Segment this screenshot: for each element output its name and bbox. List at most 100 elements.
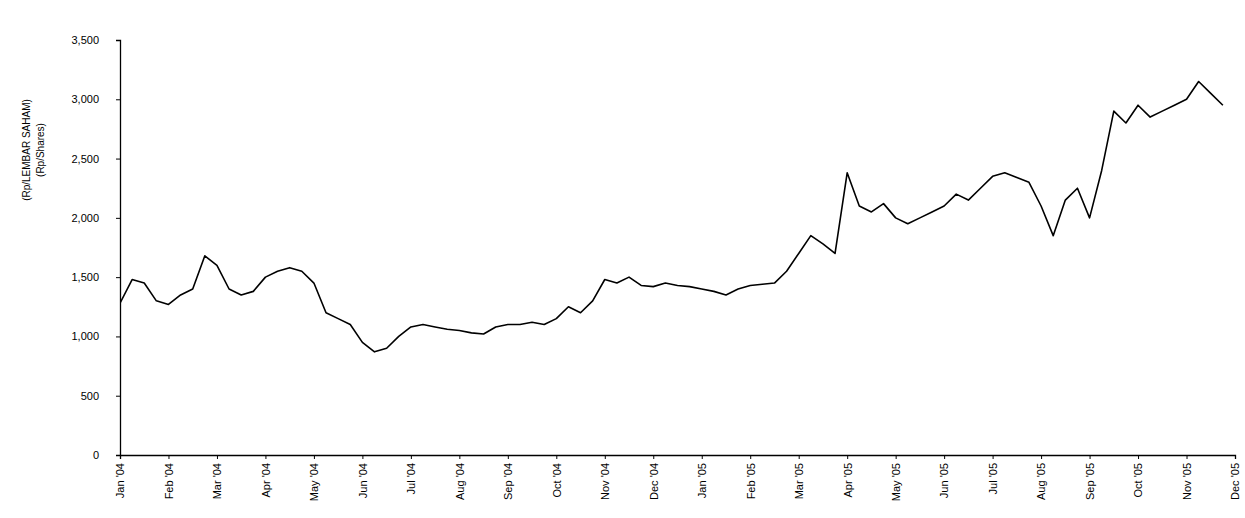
y-tick: 2,500 bbox=[71, 153, 120, 165]
x-tick: Aug '04 bbox=[454, 455, 466, 500]
x-tick-label: Aug '04 bbox=[454, 463, 466, 500]
y-tick: 1,500 bbox=[71, 271, 120, 283]
y-tick-mark bbox=[116, 336, 120, 337]
x-tick-mark bbox=[799, 455, 800, 459]
y-tick-label: 500 bbox=[81, 390, 99, 402]
x-tick-mark bbox=[168, 455, 169, 459]
x-tick-mark bbox=[1041, 455, 1042, 459]
x-tick-mark bbox=[993, 455, 994, 459]
x-tick-mark bbox=[750, 455, 751, 459]
y-tick: 500 bbox=[81, 390, 120, 402]
x-tick: Feb '05 bbox=[745, 455, 757, 499]
y-tick: 0 bbox=[93, 449, 120, 461]
x-tick-label: Jan '05 bbox=[696, 463, 708, 498]
x-tick: Jun '04 bbox=[357, 455, 369, 498]
x-tick: Mar '04 bbox=[211, 455, 223, 499]
x-tick-mark bbox=[702, 455, 703, 459]
y-tick-mark bbox=[116, 277, 120, 278]
chart: 0 500 1,000 1,500 2,000 2,500 3,000 3,500 Jan '0… bbox=[0, 0, 1245, 518]
x-tick-mark bbox=[459, 455, 460, 459]
x-tick-label: May '05 bbox=[890, 463, 902, 501]
x-tick: Oct '05 bbox=[1132, 455, 1144, 498]
plot-area bbox=[120, 82, 1223, 352]
y-tick: 3,500 bbox=[71, 34, 120, 46]
x-tick: May '04 bbox=[308, 455, 320, 501]
y-axis-subtitle: (Rp/Shares) bbox=[35, 123, 46, 177]
x-tick-label: Apr '04 bbox=[260, 463, 272, 498]
price-line bbox=[120, 82, 1223, 352]
x-tick: Mar '05 bbox=[793, 455, 805, 499]
x-tick-label: Dec '04 bbox=[648, 463, 660, 500]
x-tick-mark bbox=[1187, 455, 1188, 459]
y-tick-mark bbox=[116, 218, 120, 219]
x-tick-label: Oct '04 bbox=[551, 463, 563, 498]
x-tick-label: Dec '05 bbox=[1229, 463, 1241, 500]
x-tick-label: Jun '04 bbox=[357, 463, 369, 498]
y-tick-label: 1,000 bbox=[71, 330, 99, 342]
x-tick-mark bbox=[314, 455, 315, 459]
y-axis-title: (Rp/LEMBAR SAHAM) bbox=[21, 99, 32, 201]
x-tick-label: Aug '05 bbox=[1035, 463, 1047, 500]
y-tick-mark bbox=[116, 159, 120, 160]
y-tick-mark bbox=[116, 455, 120, 456]
y-tick-mark bbox=[116, 99, 120, 100]
x-tick: Oct '04 bbox=[551, 455, 563, 498]
x-tick-label: Jun '05 bbox=[938, 463, 950, 498]
x-tick: May '05 bbox=[890, 455, 902, 501]
x-tick: Apr '05 bbox=[842, 455, 854, 498]
y-tick: 3,000 bbox=[71, 93, 120, 105]
x-tick-label: Nov '04 bbox=[599, 463, 611, 500]
x-tick-label: Jul '04 bbox=[405, 463, 417, 494]
x-tick: Jan '04 bbox=[114, 455, 126, 498]
x-tick-label: Mar '05 bbox=[793, 463, 805, 499]
x-tick-label: May '04 bbox=[308, 463, 320, 501]
x-tick-mark bbox=[362, 455, 363, 459]
y-tick-label: 2,500 bbox=[71, 153, 99, 165]
x-axis: Jan '04 Feb '04 Mar '04 Apr '04 May '04 Jun '… bbox=[114, 455, 1241, 501]
x-tick-label: Apr '05 bbox=[842, 463, 854, 498]
x-tick: Jul '04 bbox=[405, 455, 417, 494]
y-tick-label: 1,500 bbox=[71, 271, 99, 283]
x-tick: Nov '04 bbox=[599, 455, 611, 500]
x-tick-label: Mar '04 bbox=[211, 463, 223, 499]
y-tick-label: 3,500 bbox=[71, 34, 99, 46]
y-tick-label: 2,000 bbox=[71, 212, 99, 224]
x-tick-mark bbox=[605, 455, 606, 459]
x-tick: Feb '04 bbox=[163, 455, 175, 499]
x-tick-label: Feb '04 bbox=[163, 463, 175, 499]
x-tick-mark bbox=[944, 455, 945, 459]
x-tick-mark bbox=[896, 455, 897, 459]
x-tick: Jul '05 bbox=[987, 455, 999, 494]
y-tick-mark bbox=[116, 396, 120, 397]
x-tick-mark bbox=[217, 455, 218, 459]
x-tick-label: Nov '05 bbox=[1181, 463, 1193, 500]
x-tick: Jan '05 bbox=[696, 455, 708, 498]
x-tick: Aug '05 bbox=[1035, 455, 1047, 500]
x-tick-label: Feb '05 bbox=[745, 463, 757, 499]
y-tick-label: 3,000 bbox=[71, 93, 99, 105]
x-tick-label: Oct '05 bbox=[1132, 463, 1144, 498]
x-axis-line bbox=[121, 456, 1236, 460]
x-tick: Sep '04 bbox=[502, 455, 514, 500]
x-tick-mark bbox=[653, 455, 654, 459]
x-tick-mark bbox=[556, 455, 557, 459]
y-tick-label: 0 bbox=[93, 449, 99, 461]
y-axis: 0 500 1,000 1,500 2,000 2,500 3,000 3,500 bbox=[71, 34, 120, 461]
x-tick-label: Jan '04 bbox=[114, 463, 126, 498]
x-tick: Dec '04 bbox=[648, 455, 660, 500]
y-tick: 2,000 bbox=[71, 212, 120, 224]
y-tick: 1,000 bbox=[71, 330, 120, 342]
x-tick: Jun '05 bbox=[938, 455, 950, 498]
x-tick-mark bbox=[1090, 455, 1091, 459]
x-tick-label: Jul '05 bbox=[987, 463, 999, 494]
x-tick: Dec '05 bbox=[1229, 455, 1241, 500]
x-tick: Nov '05 bbox=[1181, 455, 1193, 500]
x-tick-mark bbox=[120, 455, 121, 459]
x-tick: Sep '05 bbox=[1084, 455, 1096, 500]
x-tick-label: Sep '05 bbox=[1084, 463, 1096, 500]
x-tick: Apr '04 bbox=[260, 455, 272, 498]
x-tick-mark bbox=[1235, 455, 1236, 459]
x-tick-mark bbox=[411, 455, 412, 459]
y-tick-mark bbox=[116, 40, 120, 41]
y-axis-line bbox=[116, 41, 121, 456]
